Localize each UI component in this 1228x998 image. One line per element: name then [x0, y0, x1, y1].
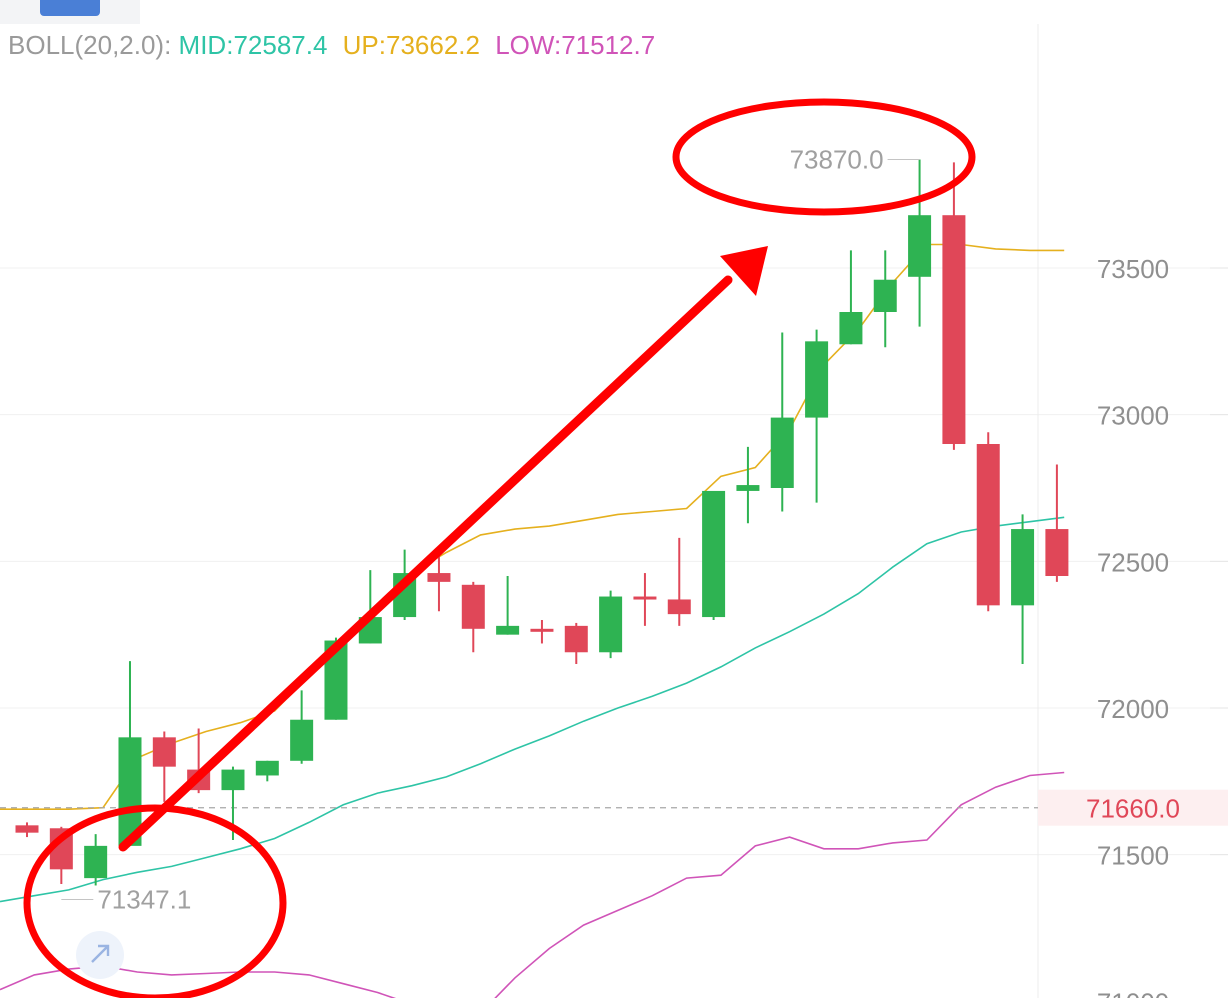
candle-body: [908, 215, 932, 277]
candle-down: [15, 822, 39, 838]
candle-body: [1045, 529, 1069, 576]
candle-up: [255, 760, 279, 782]
candle-up: [839, 250, 863, 345]
candle-up: [873, 250, 897, 348]
candle-up: [599, 590, 623, 659]
candle-body: [152, 737, 176, 767]
trend-arrow-shaft: [118, 275, 733, 852]
candle-up: [496, 576, 520, 635]
candle-down: [461, 581, 485, 653]
candle-up: [770, 332, 794, 512]
candle-up: [84, 834, 108, 886]
candle-body: [255, 760, 279, 776]
candle-body: [427, 573, 451, 582]
candle-body: [1011, 529, 1035, 606]
candle-down: [976, 432, 1000, 612]
candle-body: [976, 444, 1000, 606]
candle-body: [221, 769, 245, 791]
current-price-label: 71660.0: [1086, 794, 1180, 824]
candle-down: [564, 622, 588, 664]
candle-body: [461, 584, 485, 629]
candle-body: [290, 719, 314, 761]
boll-low-value: 71512.7: [561, 30, 656, 60]
candle-down: [633, 573, 657, 626]
boll-low-item: LOW:71512.7: [495, 30, 655, 60]
candle-body: [15, 825, 39, 833]
candle-body: [564, 625, 588, 653]
candle-up: [290, 690, 314, 764]
y-tick-label: 73500: [1097, 254, 1169, 284]
candle-body: [118, 737, 142, 846]
boll-mid-label: MID:: [178, 30, 234, 60]
candle-body: [873, 279, 897, 312]
boll-upper-line: [0, 243, 1065, 810]
boll-mid-value: 72587.4: [233, 30, 328, 60]
candle-body: [496, 625, 520, 635]
candle-body: [942, 215, 966, 444]
y-tick-label: 71000: [1097, 987, 1169, 998]
candle-body: [839, 312, 863, 345]
candle-down: [667, 537, 691, 626]
candle-body: [324, 640, 348, 720]
candle-up: [805, 329, 829, 503]
active-tab-indicator[interactable]: [40, 0, 100, 16]
boll-low-label: LOW:: [495, 30, 562, 60]
boll-mid-line: [0, 516, 1065, 903]
boll-up-label: UP:: [342, 30, 386, 60]
candle-body: [633, 596, 657, 600]
low-annotation-ellipse: [23, 804, 287, 998]
candle-body: [770, 417, 794, 488]
candle-up: [736, 446, 760, 524]
candle-down: [152, 731, 176, 802]
boll-up-value: 73662.2: [386, 30, 480, 60]
candle-body: [530, 628, 554, 632]
candle-down: [942, 162, 966, 450]
y-tick-label: 71500: [1097, 841, 1169, 871]
boll-legend: BOLL(20,2.0): MID:72587.4 UP:73662.2 LOW…: [8, 30, 663, 61]
candle-up: [702, 490, 726, 620]
high-marker-label: 73870.0: [790, 144, 884, 174]
candle-up: [1011, 514, 1035, 664]
candle-down: [1045, 464, 1069, 582]
candle-up: [908, 159, 932, 327]
boll-lower-line: [0, 771, 1065, 998]
candle-body: [702, 490, 726, 618]
boll-up-item: UP:73662.2: [343, 30, 480, 60]
candle-down: [530, 620, 554, 644]
candle-body: [84, 845, 108, 879]
trend-arrow-head: [720, 246, 768, 296]
y-tick-label: 73000: [1097, 401, 1169, 431]
candle-body: [805, 341, 829, 418]
y-tick-label: 72000: [1097, 694, 1169, 724]
boll-mid-item: MID:72587.4: [179, 30, 328, 60]
low-marker-label: 71347.1: [97, 885, 191, 915]
candle-up: [118, 661, 142, 846]
y-tick-label: 72500: [1097, 547, 1169, 577]
current-price-label-bg: [1038, 789, 1228, 826]
candle-body: [736, 485, 760, 491]
boll-legend-name: BOLL(20,2.0):: [8, 30, 172, 60]
candle-body: [599, 596, 623, 653]
arrow-up-right-icon: [91, 944, 110, 963]
candle-down: [427, 546, 451, 612]
candle-body: [667, 599, 691, 615]
high-annotation-ellipse: [672, 98, 976, 216]
